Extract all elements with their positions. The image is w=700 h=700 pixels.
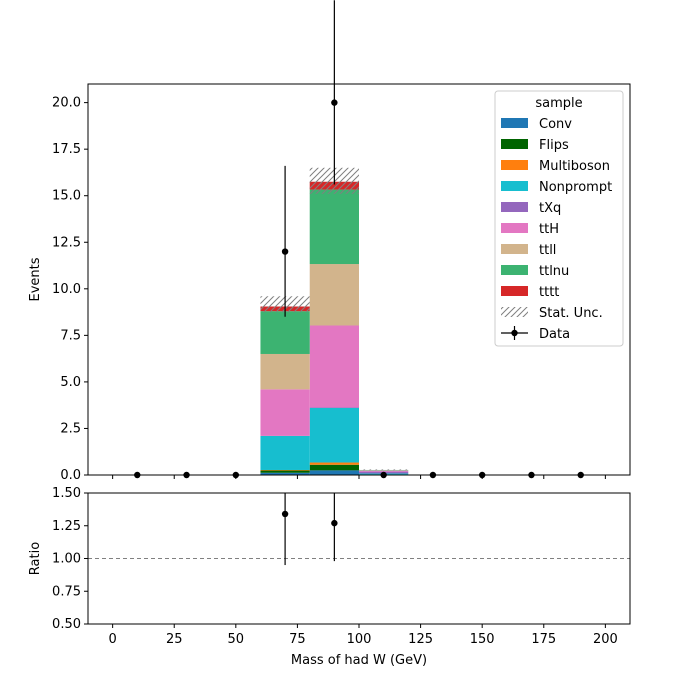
legend-swatch-flips bbox=[501, 139, 528, 149]
bar-tth-bin-4 bbox=[309, 325, 359, 408]
x-tick-label: 50 bbox=[228, 632, 245, 647]
bar-tth-bin-5 bbox=[359, 470, 409, 472]
legend-swatch-conv bbox=[501, 118, 528, 128]
bar-txq-bin-4 bbox=[309, 407, 359, 408]
bar-conv-bin-4 bbox=[309, 470, 359, 475]
x-tick-label: 75 bbox=[289, 632, 306, 647]
legend-swatch-multiboson bbox=[501, 160, 528, 170]
ratio-y-tick-label: 0.75 bbox=[52, 584, 81, 599]
bar-conv-bin-3 bbox=[260, 472, 310, 475]
bar-ttll-bin-4 bbox=[309, 264, 359, 326]
ratio-axes-frame bbox=[87, 492, 631, 625]
legend-swatch-txq bbox=[501, 202, 528, 212]
y-tick-label: 15.0 bbox=[52, 189, 81, 204]
data-point bbox=[331, 99, 338, 106]
legend-swatch-stat-unc bbox=[501, 307, 528, 317]
legend-swatch-ttll bbox=[501, 244, 528, 254]
bar-multiboson-bin-4 bbox=[309, 462, 359, 465]
data-point bbox=[281, 248, 289, 255]
legend-data-marker bbox=[511, 329, 518, 337]
legend-label-ttll: ttll bbox=[539, 243, 556, 258]
x-tick-label: 150 bbox=[470, 632, 495, 647]
ratio-y-axis-label: Ratio bbox=[28, 542, 43, 575]
y-tick-label: 7.5 bbox=[60, 328, 81, 343]
y-tick-label: 12.5 bbox=[52, 235, 81, 250]
ratio-y-tick-label: 1.25 bbox=[52, 519, 81, 534]
ratio-y-tick-label: 0.50 bbox=[52, 617, 81, 632]
legend-box bbox=[494, 90, 624, 347]
x-tick-label: 200 bbox=[593, 632, 618, 647]
legend-label-txq: tXq bbox=[539, 201, 561, 216]
legend-title: sample bbox=[535, 96, 582, 111]
bar-ttlnu-bin-3 bbox=[260, 311, 310, 354]
bar-flips-bin-4 bbox=[309, 464, 359, 471]
legend-label-tttt: tttt bbox=[539, 285, 559, 300]
main-histogram-plot: 0.0 2.5 5.0 7.5 10.0 12.5 15.0 17.5 20.0 Events bbox=[28, 0, 631, 483]
legend-swatch-nonprompt bbox=[501, 181, 528, 191]
bar-flips-bin-3 bbox=[260, 470, 310, 473]
legend-label-nonprompt: Nonprompt bbox=[539, 180, 612, 195]
legend-label-stat-unc: Stat. Unc. bbox=[539, 306, 603, 321]
legend-swatch-tttt bbox=[501, 286, 528, 296]
bar-nonprompt-bin-3 bbox=[260, 435, 310, 470]
bar-nonprompt-bin-4 bbox=[309, 407, 359, 463]
bar-ttlnu-bin-4 bbox=[309, 189, 359, 265]
legend-label-flips: Flips bbox=[539, 138, 569, 153]
legend-swatch-ttlnu bbox=[501, 265, 528, 275]
y-tick-label: 20.0 bbox=[52, 96, 81, 111]
x-tick-label: 175 bbox=[531, 632, 556, 647]
x-tick-label: 0 bbox=[108, 632, 116, 647]
legend-label-conv: Conv bbox=[539, 117, 572, 132]
ratio-y-tick-label: 1.50 bbox=[52, 486, 81, 501]
y-tick-label: 17.5 bbox=[52, 142, 81, 157]
y-axis-label: Events bbox=[28, 257, 43, 301]
y-tick-label: 10.0 bbox=[52, 282, 81, 297]
x-axis-label: Mass of had W (GeV) bbox=[291, 653, 427, 668]
legend: sample Conv Flips Multiboson Nonprompt tXq ttH… bbox=[494, 90, 624, 347]
x-tick-label: 100 bbox=[347, 632, 372, 647]
ratio-point bbox=[281, 510, 289, 518]
x-tick-label: 125 bbox=[408, 632, 433, 647]
ratio-point bbox=[331, 519, 338, 527]
bar-tth-bin-3 bbox=[260, 389, 310, 436]
legend-swatch-tth bbox=[501, 223, 528, 233]
legend-label-data: Data bbox=[539, 327, 570, 342]
stat-unc-bin-5 bbox=[359, 469, 409, 471]
y-tick-label: 5.0 bbox=[60, 375, 81, 390]
legend-label-tth: ttH bbox=[539, 222, 559, 237]
y-tick-label: 0.0 bbox=[60, 468, 81, 483]
ratio-plot: 0.50 0.75 1.00 1.25 1.50 0 25 50 75 100 125 150 175 2… bbox=[28, 486, 631, 668]
ratio-y-tick-label: 1.00 bbox=[52, 552, 81, 567]
legend-label-multiboson: Multiboson bbox=[539, 159, 610, 174]
bar-ttll-bin-3 bbox=[260, 353, 310, 390]
x-tick-label: 25 bbox=[166, 632, 183, 647]
y-tick-label: 2.5 bbox=[60, 421, 81, 436]
bar-multiboson-bin-3 bbox=[260, 469, 310, 471]
legend-label-ttlnu: ttlnu bbox=[539, 264, 569, 279]
